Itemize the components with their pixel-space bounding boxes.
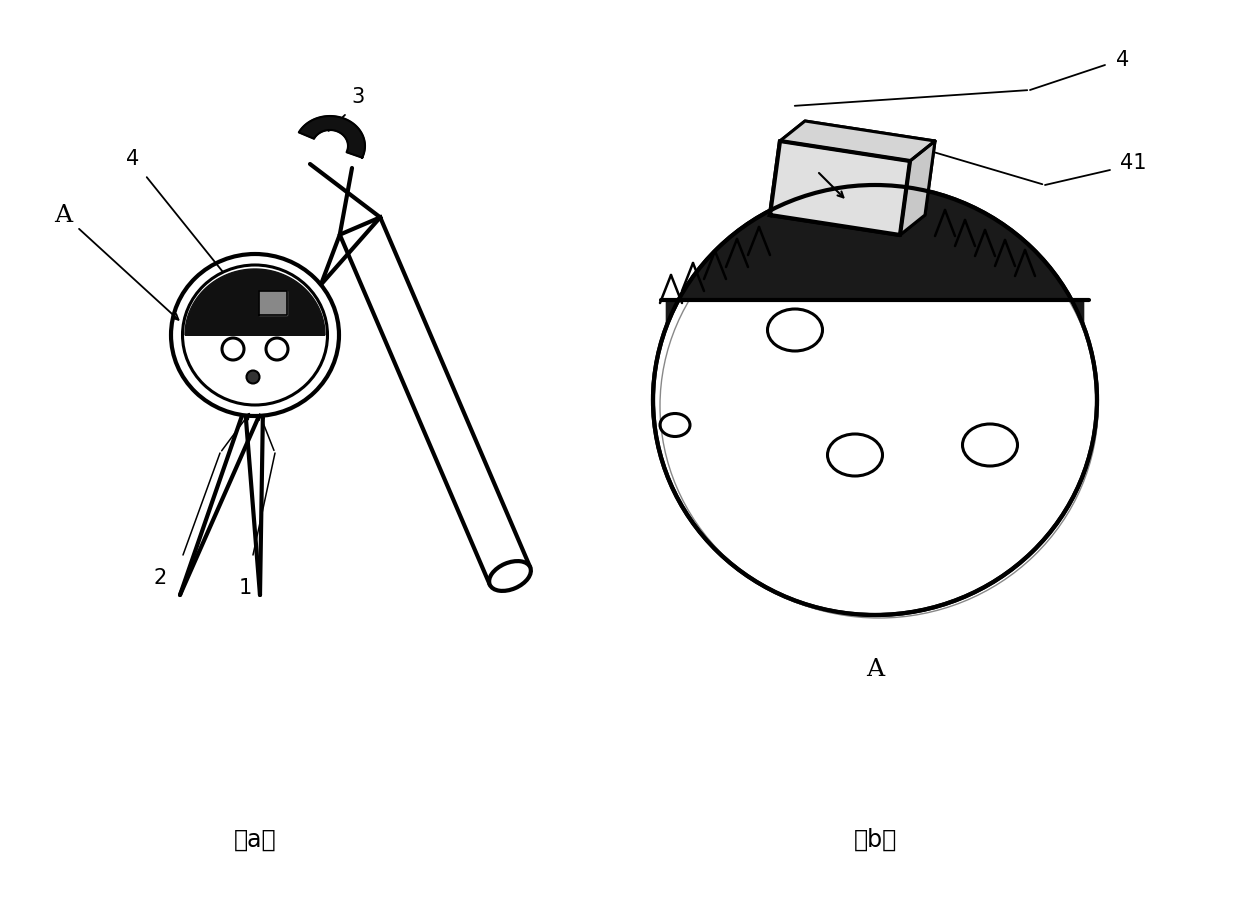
Ellipse shape <box>489 561 531 591</box>
Polygon shape <box>780 121 935 161</box>
Polygon shape <box>185 269 325 335</box>
Polygon shape <box>299 116 365 158</box>
Text: 4: 4 <box>1116 50 1130 70</box>
Polygon shape <box>340 217 531 584</box>
Text: 2: 2 <box>154 568 166 588</box>
Polygon shape <box>770 141 910 235</box>
Text: 3: 3 <box>351 87 365 107</box>
Polygon shape <box>770 141 910 235</box>
Text: （a）: （a） <box>233 828 277 852</box>
Ellipse shape <box>247 371 259 383</box>
Polygon shape <box>259 291 286 315</box>
Ellipse shape <box>653 185 1097 615</box>
Polygon shape <box>900 141 935 235</box>
Text: A: A <box>53 204 72 226</box>
Ellipse shape <box>182 265 327 405</box>
Text: A: A <box>866 659 884 681</box>
Text: （b）: （b） <box>853 828 897 852</box>
Polygon shape <box>666 185 1084 326</box>
Text: 4: 4 <box>126 149 140 169</box>
Polygon shape <box>900 141 935 235</box>
Polygon shape <box>780 121 935 161</box>
Text: 41: 41 <box>1120 153 1146 173</box>
Text: 1: 1 <box>238 578 252 598</box>
Ellipse shape <box>171 254 339 416</box>
